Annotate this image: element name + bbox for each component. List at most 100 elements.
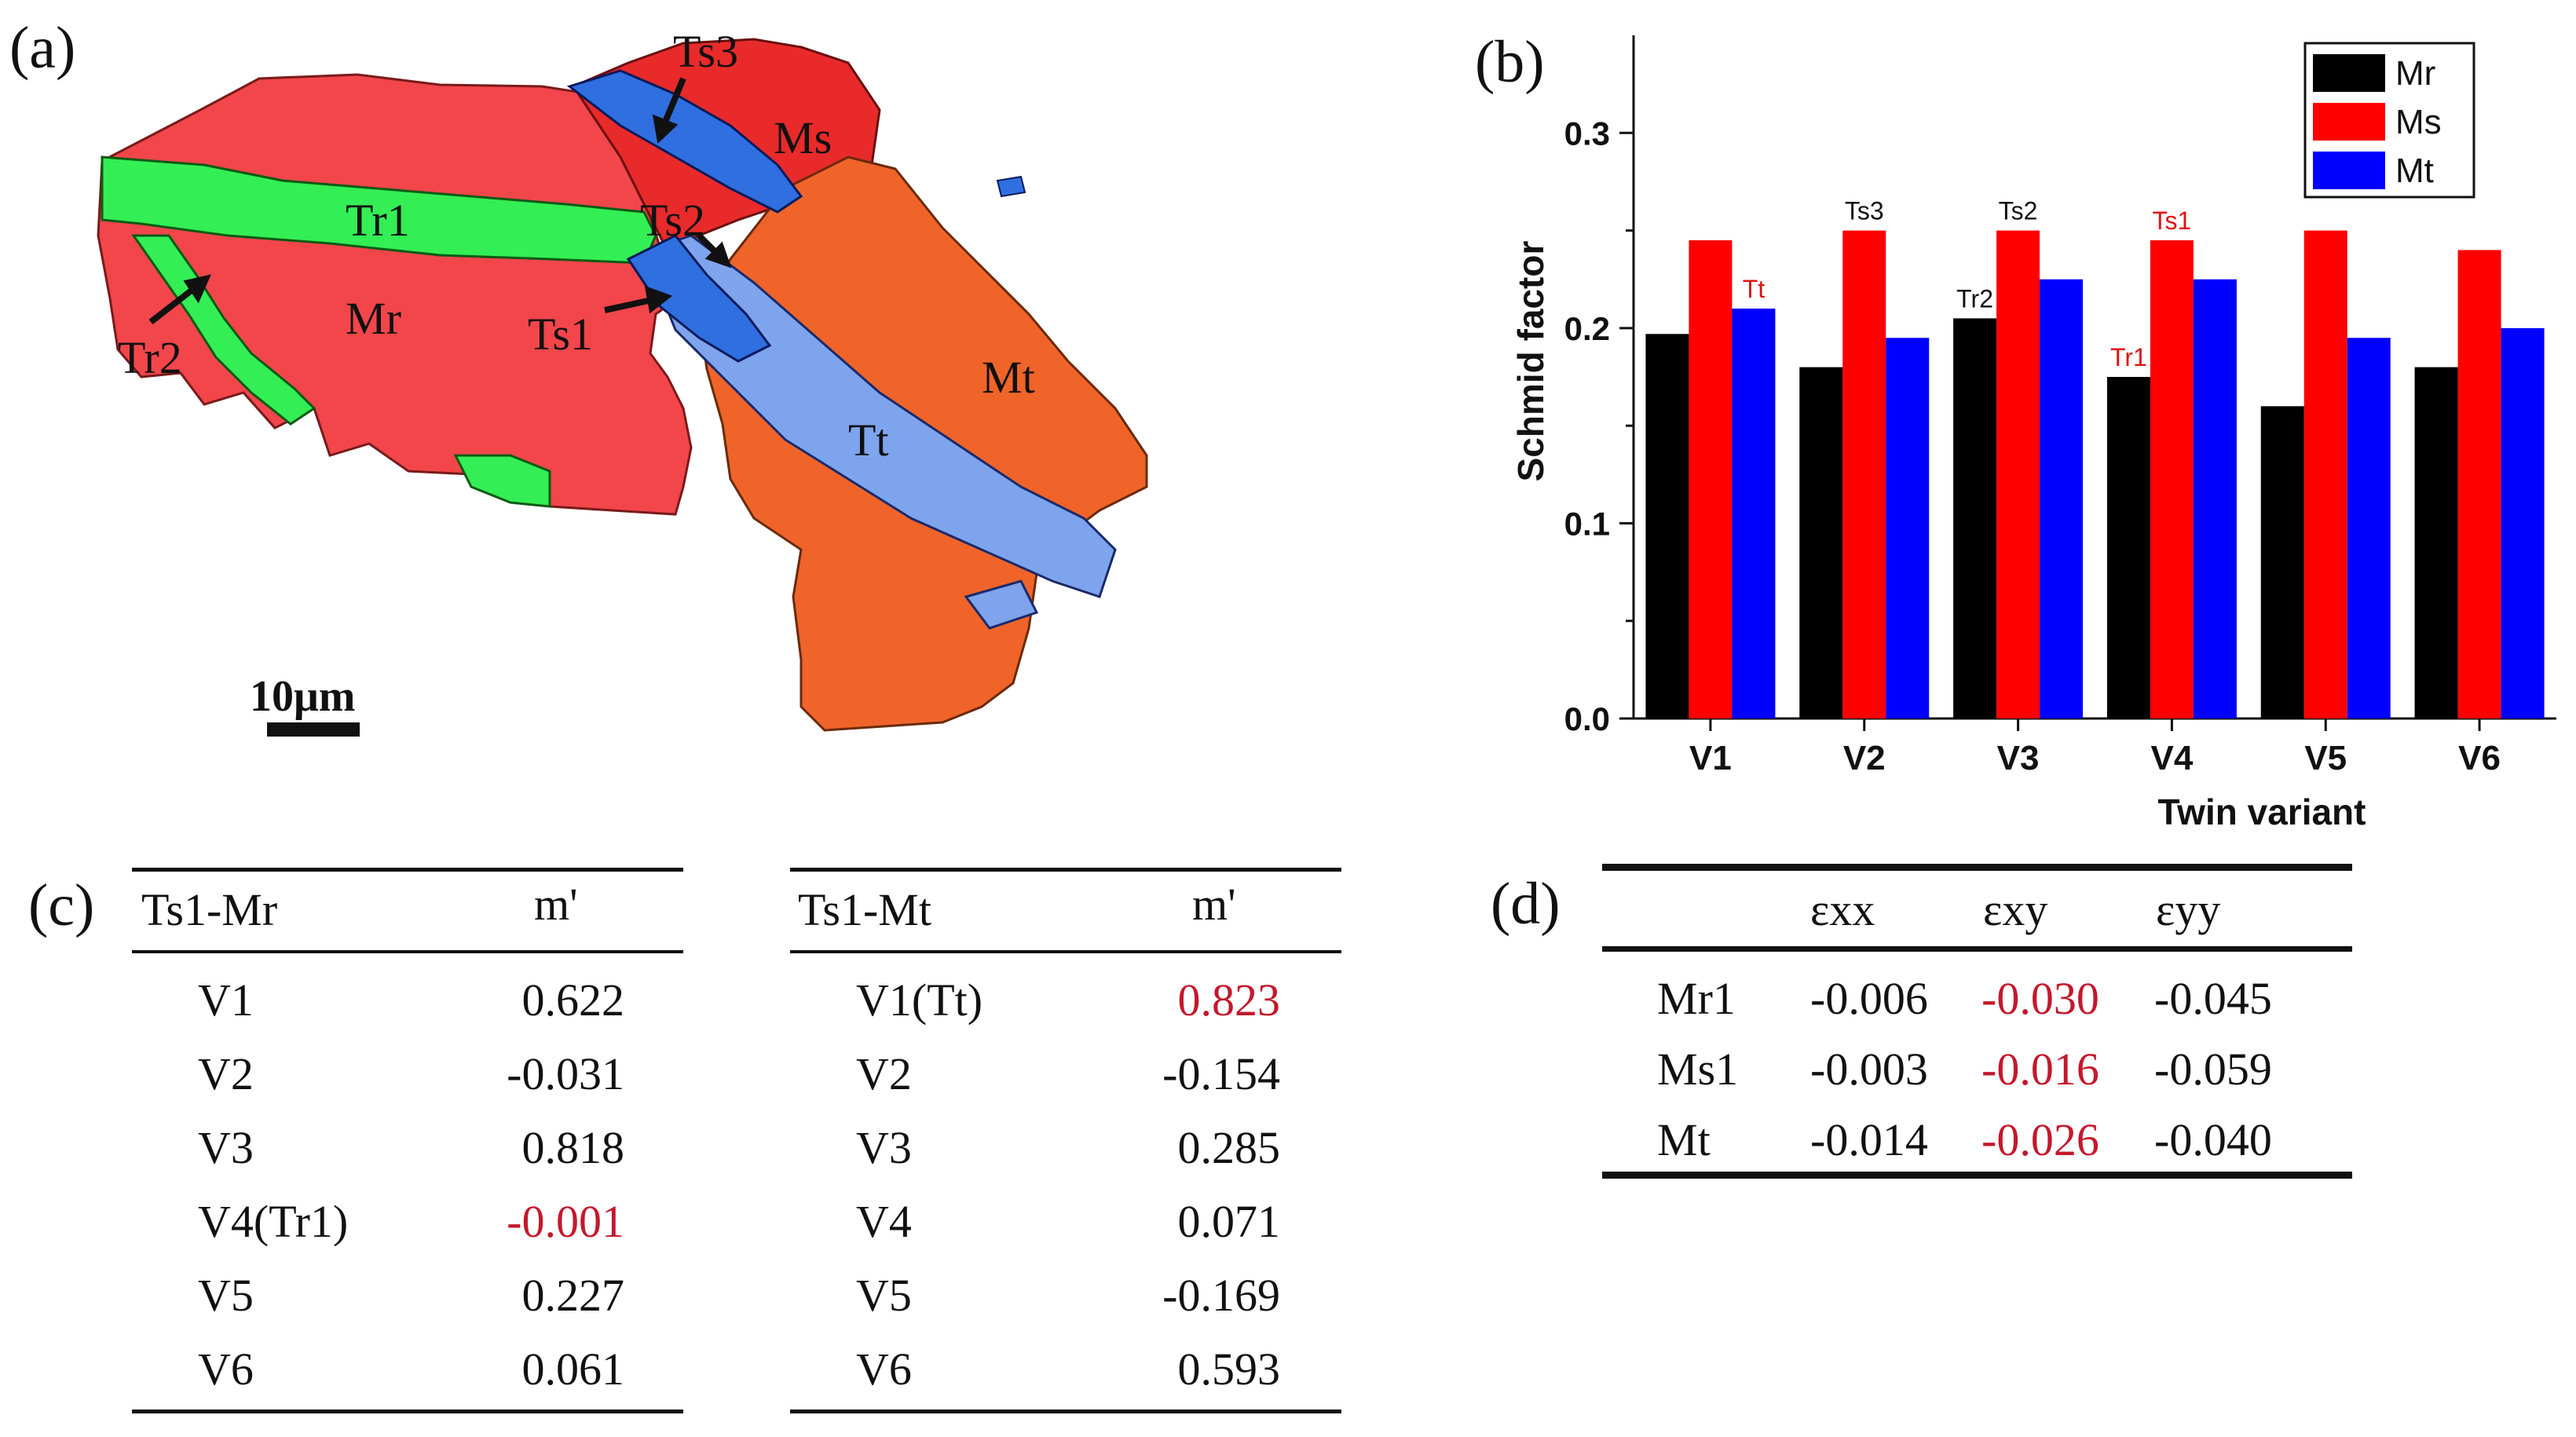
map-label-ts1: Ts1 [528, 309, 593, 360]
chart-x-tick-label: V4 [2151, 739, 2194, 777]
table-row-value: 0.818 [521, 1122, 625, 1173]
chart-x-tick-label: V1 [1689, 739, 1732, 777]
chart-annotation-ts2: Ts2 [1999, 197, 2038, 225]
table-d-top-rule [1602, 864, 2352, 871]
table-c2-header-pair: Ts1-Mt [798, 884, 931, 935]
table-d-cell-exx: -0.006 [1810, 973, 1928, 1024]
map-arrows [148, 77, 732, 325]
table-row-variant: V6 [856, 1344, 912, 1395]
chart-y-tick-label: 0.2 [1564, 310, 1610, 347]
table-row-value: -0.154 [1162, 1048, 1280, 1099]
grain-tt-small [964, 580, 1039, 630]
table-c2-bottom-rule [790, 1410, 1341, 1413]
table-c1-header-m: m' [534, 879, 578, 930]
chart-y-tick-label: 0.0 [1564, 700, 1610, 737]
scale-bar-label: 10μm [250, 672, 355, 721]
grain-tt [642, 234, 1117, 598]
panel-label-d: (d) [1491, 871, 1561, 937]
chart-legend-label-ms: Ms [2395, 103, 2442, 141]
chart-bar-ms-v4 [2150, 240, 2194, 718]
chart-bar-mt-v2 [1886, 338, 1930, 718]
chart-legend-swatch-mt [2313, 152, 2385, 189]
table-row-variant: V1(Tt) [856, 974, 983, 1026]
table-d-cell-exx: -0.014 [1810, 1114, 1928, 1165]
table-row-variant: V2 [856, 1048, 912, 1099]
grain-ts3 [566, 69, 803, 214]
table-d-cell-name: Mt [1657, 1114, 1711, 1165]
panel-label-a: (a) [9, 15, 76, 81]
chart-legend: Mr Ms Mt [2303, 42, 2475, 199]
chart-bar-mr-v4 [2106, 377, 2150, 718]
chart-annotation-ts3: Ts3 [1845, 197, 1884, 225]
table-row-variant: V6 [198, 1344, 254, 1395]
grain-ts-small [996, 175, 1026, 198]
chart-x-tick-label: V3 [1997, 739, 2040, 777]
chart-bar-ms-v2 [1842, 230, 1886, 719]
table-row-variant: V5 [856, 1270, 912, 1321]
table-d-cell-exy: -0.016 [1981, 1044, 2099, 1095]
chart-axes: 0.0 0.1 0.2 0.3 V1 V2 V3 V4 V5 V6 [1564, 35, 2556, 777]
table-c2-header-rule [790, 950, 1341, 953]
panel-label-b: (b) [1475, 29, 1545, 95]
table-row-value: 0.622 [521, 974, 625, 1026]
table-d-cell-exy: -0.026 [1981, 1114, 2099, 1165]
map-label-ms: Ms [774, 112, 832, 163]
table-row-value: 0.593 [1177, 1344, 1281, 1395]
table-row-value: 0.823 [1177, 974, 1281, 1026]
chart-x-tick-label: V6 [2458, 739, 2501, 777]
table-d-bottom-rule [1602, 1172, 2352, 1179]
table-c1-header-rule [132, 950, 683, 953]
chart-y-tick-label: 0.1 [1564, 505, 1610, 542]
map-label-tt: Tt [848, 415, 889, 466]
chart-annotation-tt: Tt [1743, 275, 1766, 303]
chart-legend-label-mr: Mr [2395, 54, 2435, 93]
chart-bar-ms-v3 [1996, 230, 2040, 719]
map-label-tr2: Tr2 [118, 332, 182, 383]
chart-bar-mt-v6 [2501, 327, 2545, 718]
map-label-ts2: Ts2 [640, 195, 705, 246]
chart-annotation-tr2: Tr2 [1956, 284, 1993, 313]
chart-bar-ms-v6 [2457, 250, 2501, 718]
table-d-header-eyy: εyy [2156, 884, 2221, 935]
table-d-cell-name: Ms1 [1657, 1044, 1739, 1095]
table-d-header-exx: εxx [1810, 884, 1875, 935]
chart-bar-mr-v3 [1953, 318, 1997, 718]
table-row-value: 0.227 [521, 1270, 625, 1321]
chart-y-tick-label: 0.3 [1564, 115, 1610, 152]
chart-legend-swatch-ms [2313, 103, 2385, 141]
chart-xlabel: Twin variant [2158, 792, 2366, 832]
table-d-cell-eyy: -0.045 [2154, 973, 2272, 1024]
map-label-tr1: Tr1 [346, 195, 410, 246]
table-d-cell-eyy: -0.040 [2154, 1114, 2272, 1165]
map-label-mr: Mr [346, 293, 401, 344]
table-d-cell-name: Mr1 [1657, 973, 1736, 1024]
grain-tr2 [131, 234, 317, 426]
table-row-value: 0.285 [1177, 1122, 1281, 1173]
chart-annotations: Tt Ts3 Tr2 Ts2 Tr1 Ts1 [1743, 197, 2192, 371]
table-row-variant: V4(Tr1) [198, 1196, 349, 1247]
table-row-variant: V2 [198, 1048, 254, 1099]
chart-bar-mr-v1 [1645, 334, 1689, 718]
table-row-variant: V3 [856, 1122, 912, 1173]
table-row-variant: V3 [198, 1122, 254, 1173]
grain-ts1 [626, 234, 772, 363]
table-c1-top-rule [132, 868, 683, 872]
scale-bar [267, 722, 360, 737]
chart-bar-ms-v5 [2303, 230, 2347, 719]
grain-tr-bottom [453, 454, 551, 508]
table-c2-top-rule [790, 868, 1341, 872]
table-row-variant: V4 [856, 1196, 912, 1247]
chart-ylabel: Schmid factor [1510, 241, 1551, 482]
table-d-header-rule [1602, 946, 2352, 952]
chart-annotation-tr1: Tr1 [2110, 343, 2147, 371]
table-d-cell-exx: -0.003 [1810, 1044, 1928, 1095]
table-c1-bottom-rule [132, 1410, 683, 1413]
table-row-value: 0.071 [1177, 1196, 1281, 1247]
chart-bar-mr-v2 [1799, 367, 1843, 718]
table-row-variant: V1 [198, 974, 254, 1026]
chart-annotation-ts1: Ts1 [2153, 207, 2192, 235]
chart-bar-ms-v1 [1689, 240, 1733, 718]
map-label-ts3: Ts3 [673, 26, 738, 77]
chart-x-tick-label: V5 [2304, 739, 2347, 777]
table-row-variant: V5 [198, 1270, 254, 1321]
